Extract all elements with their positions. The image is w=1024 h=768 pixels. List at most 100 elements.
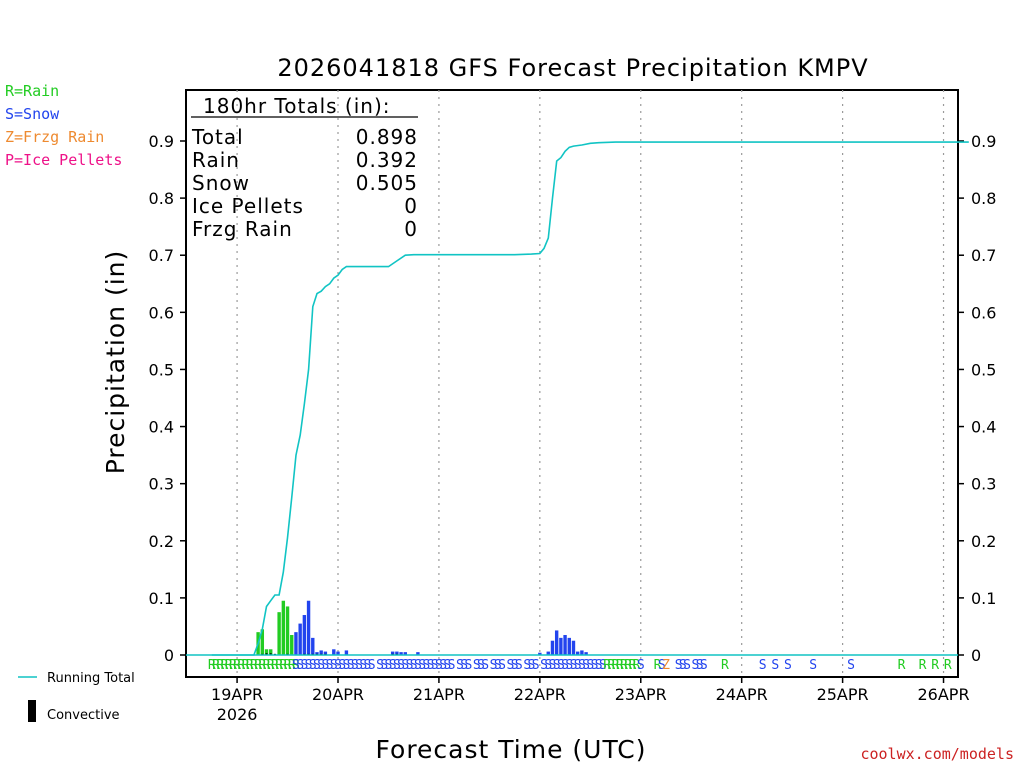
ptype-letter: R [254,658,262,673]
legend-snow: S=Snow [5,105,60,123]
y-tick-label-right: 0 [971,646,981,665]
totals-row-label: Total [191,125,244,149]
ptype-letter: S [443,658,451,673]
snow-bar [571,640,576,655]
ptype-letter: S [700,658,708,673]
snow-bar [306,600,311,655]
ptype-letter: S [528,658,536,673]
ptype-letter: S [557,658,565,673]
source-watermark: coolwx.com/models [860,745,1014,763]
legend-convective-swatch [28,700,36,722]
totals-row-value: 0.505 [356,171,418,195]
snow-bar [554,630,559,655]
ptype-letter: R [233,658,241,673]
snow-bar [323,651,328,655]
ptype-letter: S [380,658,388,673]
ptype-letter: S [347,658,355,673]
ptype-letter: S [506,658,514,673]
ptype-letter: S [359,658,367,673]
ptype-letter: R [237,658,245,673]
ptype-letter: S [368,658,376,673]
ptype-letter: S [696,658,704,673]
snow-bar [546,651,550,655]
snow-bar [315,652,319,655]
plot-frame [185,89,959,678]
totals-row-label: Snow [192,171,250,195]
snow-bar [395,651,399,655]
ptype-letter: S [679,658,687,673]
ptype-letter: S [595,658,603,673]
ptype-letter: Z [662,658,670,673]
rain-bar [269,649,273,655]
ptype-letter: S [574,658,582,673]
ptype-letter: S [561,658,569,673]
chart-title: 2026041818 GFS Forecast Precipitation KM… [277,54,868,82]
snow-bar [399,652,403,655]
ptype-letter: S [477,658,485,673]
ptype-letter: S [759,658,767,673]
y-axis-label: Precipitation (in) [101,250,130,475]
ptype-letter: S [460,658,468,673]
ptype-letter: R [284,658,292,673]
y-tick-label-right: 0.2 [971,532,996,551]
y-tick-label-right: 0.9 [971,132,996,151]
y-tick-label-left: 0.7 [149,246,174,265]
snow-bar [563,635,567,655]
ptype-letter: S [397,658,405,673]
y-tick-label-left: 0 [164,646,174,665]
ptype-letter: R [212,658,220,673]
ptype-letter: S [578,658,586,673]
ptype-letter: R [633,658,641,673]
y-tick-label-left: 0.3 [149,475,174,494]
ptype-letter: S [847,658,855,673]
ptype-letter: R [628,658,636,673]
legend-rain: R=Rain [5,82,60,100]
ptype-letter: R [654,658,662,673]
ptype-letter: R [242,658,250,673]
ptype-letter: S [532,658,540,673]
ptype-letter: R [624,658,632,673]
ptype-letter: S [355,658,363,673]
y-tick-label-right: 0.4 [971,418,996,437]
snow-bar [538,652,542,655]
legend-running-total-label: Running Total [47,671,135,686]
ptype-letter: S [351,658,359,673]
ptype-letter: S [439,658,447,673]
ptype-letter: R [246,658,254,673]
x-tick-label: 25APR [817,685,869,704]
y-tick-label-right: 0.5 [971,360,996,379]
snow-bar [390,651,395,655]
y-tick-label-right: 0.6 [971,303,996,322]
legend-ice-pellets: P=Ice Pellets [5,151,123,169]
ptype-letter: S [364,658,372,673]
ptype-letter: S [418,658,426,673]
totals-row-value: 0.392 [356,148,418,172]
snow-bar [575,651,580,655]
x-tick-label: 26APR [917,685,969,704]
ptype-letter: S [410,658,418,673]
y-tick-label-right: 0.8 [971,189,996,208]
ptype-letter: S [515,658,523,673]
ptype-letter: S [658,658,666,673]
rain-bar [277,612,281,655]
ptype-letter: S [305,658,313,673]
ptype-letter: S [330,658,338,673]
ptype-letter: R [721,658,729,673]
legend-freezing-rain: Z=Frzg Rain [5,128,105,146]
y-tick-label-left: 0.8 [149,189,174,208]
ptype-letter: R [607,658,615,673]
ptype-letter: S [586,658,594,673]
ptype-letter: S [427,658,435,673]
ptype-letter: R [229,658,237,673]
ptype-letter: S [692,658,700,673]
y-tick-label-right: 0.7 [971,246,996,265]
x-tick-sublabel: 2026 [217,705,258,724]
ptype-letter: R [612,658,620,673]
snow-bar [336,651,340,655]
ptype-letter: S [401,658,409,673]
y-tick-label-right: 0.3 [971,475,996,494]
rain-bar [285,606,290,655]
totals-title: 180hr Totals (in): [203,94,391,118]
y-tick-label-left: 0.1 [149,589,174,608]
